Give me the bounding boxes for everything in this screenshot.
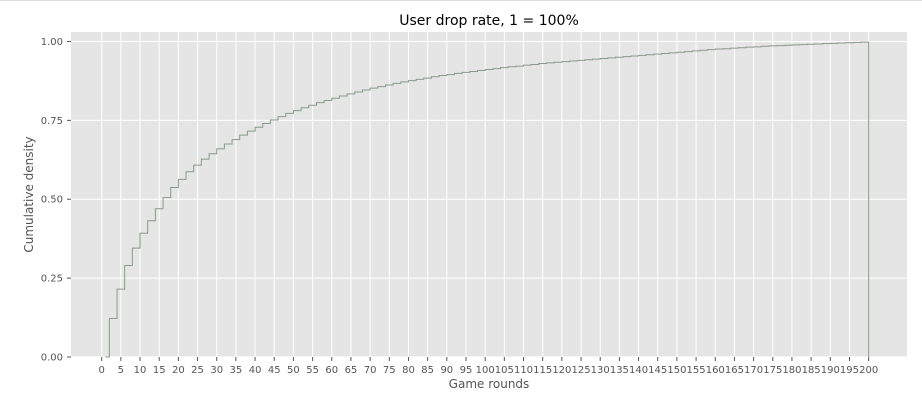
x-tick-label: 30 <box>210 365 223 376</box>
x-tick-label: 5 <box>118 365 124 376</box>
plot-background <box>71 32 907 357</box>
x-tick-label: 85 <box>421 365 434 376</box>
x-tick-label: 105 <box>495 365 514 376</box>
x-axis-label: Game rounds <box>449 377 530 391</box>
x-axis-ticks: 0 5 10 15 20 25 30 35 40 45 50 55 60 65 70 75 80 85 90 95 10… <box>98 357 878 376</box>
x-tick-label: 0 <box>98 365 104 376</box>
x-tick-label: 125 <box>571 365 590 376</box>
x-tick-label: 25 <box>191 365 204 376</box>
y-tick-label: 0.50 <box>41 195 63 206</box>
y-tick-label: 0.75 <box>41 116 63 127</box>
x-tick-label: 50 <box>287 365 300 376</box>
y-tick-label: 1.00 <box>41 37 63 48</box>
series-line <box>105 41 870 358</box>
x-tick-label: 70 <box>364 365 377 376</box>
x-tick-label: 15 <box>153 365 166 376</box>
x-tick-label: 45 <box>268 365 281 376</box>
chart-title: User drop rate, 1 = 100% <box>399 13 579 29</box>
x-tick-label: 100 <box>476 365 495 376</box>
x-tick-label: 35 <box>230 365 243 376</box>
y-axis-label: Cumulative density <box>22 136 36 252</box>
y-axis-ticks: 0.00 0.25 0.50 0.75 1.00 <box>41 37 71 364</box>
y-tick-label: 0.25 <box>41 274 63 285</box>
x-tick-label: 90 <box>440 365 453 376</box>
x-tick-label: 95 <box>460 365 473 376</box>
x-tick-label: 190 <box>821 365 840 376</box>
x-tick-label: 115 <box>533 365 552 376</box>
x-tick-label: 165 <box>725 365 744 376</box>
x-tick-label: 195 <box>840 365 859 376</box>
x-tick-label: 170 <box>744 365 763 376</box>
x-tick-label: 135 <box>610 365 629 376</box>
y-tick-label: 0.00 <box>41 353 63 364</box>
x-tick-label: 130 <box>591 365 610 376</box>
x-tick-label: 65 <box>345 365 358 376</box>
x-tick-label: 145 <box>648 365 667 376</box>
x-tick-label: 120 <box>552 365 571 376</box>
x-tick-label: 55 <box>306 365 319 376</box>
x-tick-label: 185 <box>802 365 821 376</box>
x-tick-label: 40 <box>249 365 262 376</box>
x-tick-label: 175 <box>763 365 782 376</box>
x-tick-label: 80 <box>402 365 415 376</box>
x-tick-label: 150 <box>667 365 686 376</box>
x-tick-label: 180 <box>782 365 801 376</box>
x-tick-label: 160 <box>706 365 725 376</box>
x-tick-label: 10 <box>134 365 147 376</box>
series-layer <box>105 41 870 358</box>
x-tick-label: 200 <box>859 365 878 376</box>
x-tick-label: 140 <box>629 365 648 376</box>
x-tick-label: 75 <box>383 365 396 376</box>
x-tick-label: 110 <box>514 365 533 376</box>
x-tick-label: 155 <box>687 365 706 376</box>
x-tick-label: 60 <box>325 365 338 376</box>
x-tick-label: 20 <box>172 365 185 376</box>
grid-lines <box>71 32 907 358</box>
